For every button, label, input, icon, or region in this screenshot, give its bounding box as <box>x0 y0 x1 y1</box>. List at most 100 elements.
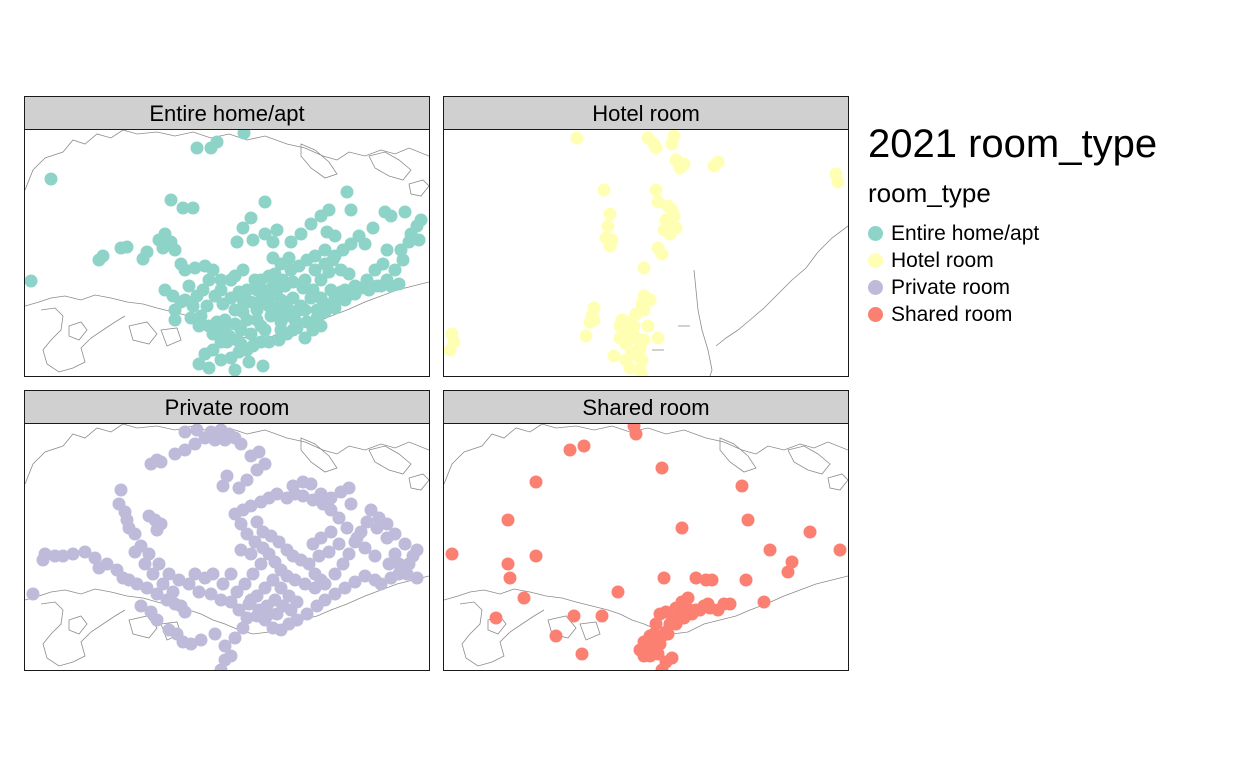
listing-point <box>96 249 110 263</box>
land-outline <box>300 143 338 179</box>
listing-point <box>641 319 655 333</box>
listing-point <box>803 525 817 539</box>
land-outline <box>128 615 158 639</box>
land-outline <box>787 445 831 475</box>
listing-point <box>348 535 362 549</box>
listing-point <box>120 240 134 254</box>
listing-point <box>178 425 192 439</box>
listing-point <box>300 607 314 621</box>
listing-point <box>154 517 168 531</box>
land-outline <box>40 307 126 373</box>
land-outline <box>68 321 88 341</box>
listing-point <box>354 525 368 539</box>
land-outline <box>715 225 848 347</box>
listing-point <box>741 513 755 527</box>
listing-point <box>655 461 669 475</box>
listing-point <box>681 591 695 605</box>
listing-point <box>252 603 266 617</box>
listing-point <box>306 283 320 297</box>
land-outline <box>719 437 757 473</box>
listing-point <box>238 577 252 591</box>
land-outline <box>408 473 429 491</box>
listing-point <box>723 597 737 611</box>
listing-point <box>643 293 657 307</box>
listing-point <box>200 299 214 313</box>
listing-point <box>705 573 719 587</box>
map-area <box>444 424 848 670</box>
listing-point <box>252 445 266 459</box>
listing-point <box>184 637 198 651</box>
listing-point <box>198 347 212 361</box>
listing-point <box>286 291 300 305</box>
listing-point <box>290 613 304 627</box>
listing-point <box>214 283 228 297</box>
listing-point <box>653 637 667 651</box>
listing-point <box>240 527 254 541</box>
listing-point <box>637 635 651 649</box>
listing-point <box>653 607 667 621</box>
listing-point <box>234 323 248 337</box>
listing-point <box>332 511 346 525</box>
listing-point <box>204 587 218 601</box>
land-outline <box>368 445 412 475</box>
listing-point <box>244 211 258 225</box>
listing-point <box>214 663 228 670</box>
listing-point <box>392 277 406 291</box>
listing-point <box>613 319 627 333</box>
listing-point <box>198 431 212 445</box>
listing-point <box>178 263 192 277</box>
listing-point <box>410 571 424 585</box>
listing-point <box>178 443 192 457</box>
listing-point <box>661 627 675 641</box>
listing-point <box>224 273 238 287</box>
map-area <box>25 424 429 670</box>
facet-shared-room: Shared room <box>443 390 849 671</box>
listing-point <box>218 639 232 653</box>
listing-point <box>340 521 354 535</box>
listing-point <box>388 263 402 277</box>
listing-point <box>314 531 328 545</box>
listing-point <box>445 547 459 561</box>
listing-point <box>164 193 178 207</box>
listing-point <box>358 541 372 555</box>
listing-point <box>302 557 316 571</box>
facet-label: Private room <box>25 391 429 424</box>
map-area <box>25 130 429 376</box>
listing-point <box>206 327 220 341</box>
listing-point <box>577 439 591 453</box>
listing-point <box>208 433 222 447</box>
listing-point <box>631 349 645 363</box>
land-outline <box>128 321 158 345</box>
listing-point <box>168 447 182 461</box>
listing-point <box>352 229 366 243</box>
listing-point <box>242 355 256 369</box>
listing-point <box>348 575 362 589</box>
legend-list: Entire home/apt Hotel room Private room … <box>868 220 1157 328</box>
listing-point <box>240 473 254 487</box>
listing-point <box>244 593 258 607</box>
listing-point <box>629 427 643 441</box>
listing-point <box>570 131 584 145</box>
listing-point <box>398 537 412 551</box>
listing-point <box>26 587 40 601</box>
land-outline <box>444 424 848 485</box>
land-outline <box>40 601 126 667</box>
listing-point <box>677 157 691 171</box>
listing-point <box>230 585 244 599</box>
listing-point <box>228 303 242 317</box>
listing-point <box>689 571 703 585</box>
legend-label: Entire home/apt <box>891 221 1040 245</box>
listing-point <box>651 195 665 209</box>
listing-point <box>595 609 609 623</box>
listing-point <box>168 243 182 257</box>
listing-point <box>262 335 276 349</box>
listing-point <box>314 487 328 501</box>
listing-point <box>286 323 300 337</box>
listing-point <box>186 201 200 215</box>
listing-point <box>206 567 220 581</box>
listing-point <box>288 573 302 587</box>
listing-point <box>603 207 617 221</box>
listing-point <box>25 274 38 288</box>
listing-point <box>208 627 222 641</box>
listing-point <box>649 183 663 197</box>
